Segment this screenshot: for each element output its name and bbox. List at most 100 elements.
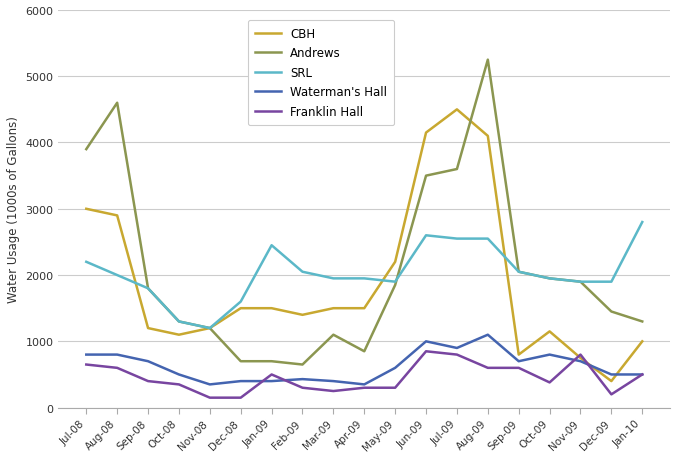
CBH	[299, 313, 307, 318]
Franklin Hall	[422, 349, 430, 354]
Waterman's Hall	[391, 365, 399, 371]
CBH	[113, 213, 121, 218]
Waterman's Hall	[299, 376, 307, 382]
Line: Andrews: Andrews	[86, 61, 642, 365]
CBH	[638, 339, 647, 344]
Andrews	[422, 174, 430, 179]
Franklin Hall	[576, 352, 584, 358]
CBH	[329, 306, 337, 311]
Line: Waterman's Hall: Waterman's Hall	[86, 335, 642, 385]
CBH	[484, 134, 492, 140]
Andrews	[206, 325, 214, 331]
CBH	[267, 306, 276, 311]
Andrews	[329, 332, 337, 338]
Waterman's Hall	[515, 358, 523, 364]
CBH	[237, 306, 245, 311]
Franklin Hall	[82, 362, 90, 368]
SRL	[113, 273, 121, 278]
CBH	[144, 325, 152, 331]
SRL	[360, 276, 368, 281]
SRL	[638, 220, 647, 225]
Legend: CBH, Andrews, SRL, Waterman's Hall, Franklin Hall: CBH, Andrews, SRL, Waterman's Hall, Fran…	[248, 21, 395, 126]
Line: CBH: CBH	[86, 110, 642, 381]
Andrews	[299, 362, 307, 368]
SRL	[515, 269, 523, 275]
Franklin Hall	[515, 365, 523, 371]
CBH	[206, 325, 214, 331]
CBH	[360, 306, 368, 311]
Waterman's Hall	[206, 382, 214, 387]
SRL	[453, 236, 461, 242]
Waterman's Hall	[546, 352, 554, 358]
Andrews	[267, 358, 276, 364]
Andrews	[144, 286, 152, 291]
Andrews	[82, 147, 90, 152]
SRL	[299, 269, 307, 275]
Franklin Hall	[113, 365, 121, 371]
Line: SRL: SRL	[86, 223, 642, 328]
Franklin Hall	[175, 382, 183, 387]
Franklin Hall	[267, 372, 276, 377]
Waterman's Hall	[484, 332, 492, 338]
SRL	[607, 280, 615, 285]
SRL	[82, 259, 90, 265]
Waterman's Hall	[422, 339, 430, 344]
CBH	[175, 332, 183, 338]
Andrews	[237, 358, 245, 364]
SRL	[267, 243, 276, 248]
Franklin Hall	[484, 365, 492, 371]
CBH	[422, 130, 430, 136]
Waterman's Hall	[453, 346, 461, 351]
Waterman's Hall	[267, 379, 276, 384]
Franklin Hall	[391, 385, 399, 391]
CBH	[546, 329, 554, 335]
Waterman's Hall	[329, 379, 337, 384]
Andrews	[175, 319, 183, 325]
Waterman's Hall	[82, 352, 90, 358]
Andrews	[113, 101, 121, 106]
Waterman's Hall	[360, 382, 368, 387]
Andrews	[515, 269, 523, 275]
Line: Franklin Hall: Franklin Hall	[86, 352, 642, 398]
Franklin Hall	[206, 395, 214, 401]
SRL	[206, 325, 214, 331]
SRL	[144, 286, 152, 291]
CBH	[391, 259, 399, 265]
Waterman's Hall	[144, 358, 152, 364]
Franklin Hall	[360, 385, 368, 391]
Waterman's Hall	[607, 372, 615, 377]
SRL	[576, 280, 584, 285]
Waterman's Hall	[175, 372, 183, 377]
Franklin Hall	[546, 380, 554, 386]
Andrews	[546, 276, 554, 281]
SRL	[237, 299, 245, 305]
CBH	[453, 107, 461, 113]
Waterman's Hall	[113, 352, 121, 358]
Andrews	[607, 309, 615, 314]
Franklin Hall	[299, 385, 307, 391]
Franklin Hall	[144, 379, 152, 384]
Franklin Hall	[329, 388, 337, 394]
SRL	[484, 236, 492, 242]
Andrews	[638, 319, 647, 325]
Franklin Hall	[237, 395, 245, 401]
Andrews	[453, 167, 461, 173]
Andrews	[484, 58, 492, 63]
Waterman's Hall	[638, 372, 647, 377]
Waterman's Hall	[576, 358, 584, 364]
SRL	[391, 280, 399, 285]
CBH	[576, 355, 584, 361]
Y-axis label: Water Usage (1000s of Gallons): Water Usage (1000s of Gallons)	[7, 116, 20, 302]
Andrews	[576, 280, 584, 285]
Franklin Hall	[607, 392, 615, 397]
Andrews	[360, 349, 368, 354]
Franklin Hall	[453, 352, 461, 358]
SRL	[422, 233, 430, 239]
SRL	[546, 276, 554, 281]
CBH	[82, 207, 90, 212]
CBH	[515, 352, 523, 358]
Franklin Hall	[638, 372, 647, 377]
Andrews	[391, 283, 399, 288]
SRL	[175, 319, 183, 325]
SRL	[329, 276, 337, 281]
